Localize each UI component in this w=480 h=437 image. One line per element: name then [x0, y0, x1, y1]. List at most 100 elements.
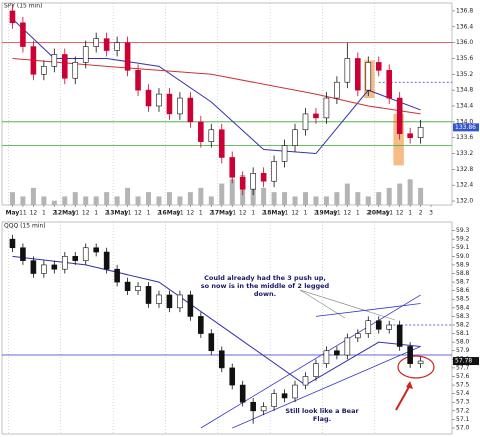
volume-bar: [198, 187, 204, 205]
volume-bar: [125, 187, 131, 205]
volume-bar: [51, 200, 57, 205]
candle-body: [302, 113, 309, 131]
y-tick-label: 134.8: [456, 87, 473, 94]
volume-bar: [30, 187, 36, 205]
x-tick-label: 11: [176, 210, 184, 217]
candle-body: [41, 66, 47, 75]
y-tick-label: 57.9: [456, 347, 470, 354]
x-tick-label: 1: [94, 210, 98, 217]
y-tick-label: 136.4: [456, 23, 473, 30]
candle-body: [417, 127, 424, 138]
candle-body: [177, 294, 183, 309]
candle-body: [281, 145, 288, 162]
x-tick-label: 2: [105, 210, 109, 217]
candle-body: [177, 97, 183, 115]
candle-body: [375, 62, 382, 71]
y-tick-label: 58.2: [456, 321, 470, 328]
candle-body: [187, 294, 194, 317]
candle-body: [323, 350, 330, 364]
x-tick-label: 12: [82, 210, 90, 217]
candle-body: [323, 97, 330, 119]
volume-bar: [397, 183, 403, 205]
last-price-label: 57.78: [455, 358, 472, 365]
candle-body: [145, 286, 152, 304]
candle-body: [156, 93, 162, 107]
candle-body: [30, 260, 37, 274]
moving-average: [12, 57, 421, 115]
candle-body: [250, 401, 256, 412]
volume-bar: [407, 179, 413, 205]
y-tick-label: 133.2: [456, 150, 473, 157]
x-tick-label: 18May: [263, 210, 285, 217]
candle-body: [93, 247, 99, 253]
y-tick-label: 57.3: [456, 399, 470, 406]
x-tick-label: 11: [333, 210, 341, 217]
x-tick-label: 12: [187, 210, 195, 217]
candle-body: [355, 333, 361, 339]
x-tick-label: 1: [199, 210, 203, 217]
candle-body: [334, 81, 340, 99]
candle-body: [239, 176, 246, 190]
candle-body: [386, 70, 393, 99]
x-tick-label: 1: [304, 210, 308, 217]
y-tick-label: 135.6: [456, 55, 473, 62]
x-tick-label: 19May: [315, 210, 337, 217]
x-tick-label: 11: [124, 210, 132, 217]
candle-body: [239, 384, 246, 403]
x-tick-label: 2: [419, 210, 423, 217]
volume-bar: [229, 179, 235, 205]
candle-body: [344, 58, 351, 83]
volume-bar: [9, 192, 15, 205]
y-tick-label: 57.2: [456, 407, 470, 414]
candle-body: [41, 264, 47, 274]
x-tick-label: 1: [42, 210, 46, 217]
x-tick-label: 1: [408, 210, 412, 217]
candle-body: [166, 294, 173, 309]
volume-bar: [177, 196, 183, 205]
x-tick-label: 2: [314, 210, 318, 217]
y-tick-label: 57.1: [456, 416, 470, 423]
x-tick-label: 17May: [211, 210, 233, 217]
candle-body: [135, 70, 141, 91]
candle-body: [417, 360, 424, 364]
y-tick-label: 58.9: [456, 261, 470, 268]
candle-body: [72, 62, 79, 79]
volume-bar: [41, 196, 47, 205]
candle-body: [344, 337, 351, 356]
candle-body: [9, 238, 16, 249]
volume-bar: [292, 196, 298, 205]
candle-body: [61, 256, 68, 270]
last-price-tag: [453, 123, 479, 132]
y-tick-label: 136.8: [456, 7, 473, 14]
y-tick-label: 132.0: [456, 198, 473, 205]
y-tick-label: 58.1: [456, 330, 470, 337]
y-tick-label: 58.5: [456, 296, 470, 303]
candle-body: [61, 54, 68, 79]
y-tick-label: 59.2: [456, 236, 470, 243]
x-tick-label: 1: [356, 210, 360, 217]
candle-body: [396, 97, 403, 135]
x-tick-label: 3: [429, 210, 433, 217]
volume-bar: [302, 192, 308, 205]
annotation: Still look like a Bear Flag.: [285, 407, 359, 423]
y-tick-label: 133.6: [456, 134, 473, 141]
volume-bar: [282, 192, 288, 205]
chart-title: SPY (15 min): [4, 3, 42, 10]
candle-body: [208, 129, 215, 142]
candle-body: [386, 324, 393, 330]
callout-line: [299, 289, 396, 321]
candle-body: [103, 38, 110, 51]
candle-body: [93, 38, 99, 47]
candle-body: [9, 10, 16, 24]
x-tick-label: 12: [239, 210, 247, 217]
y-tick-label: 58.3: [456, 313, 470, 320]
candle-body: [355, 58, 361, 91]
annotation: Could already had the 3 push up, so now …: [200, 274, 330, 298]
volume-bar: [166, 192, 172, 205]
y-tick-label: 57.6: [456, 373, 470, 380]
candle-body: [218, 350, 225, 369]
chart-title: QQQ (15 min): [4, 223, 46, 230]
volume-bar: [323, 196, 329, 205]
y-tick-label: 136.0: [456, 39, 473, 46]
x-tick-label: May: [6, 210, 20, 217]
